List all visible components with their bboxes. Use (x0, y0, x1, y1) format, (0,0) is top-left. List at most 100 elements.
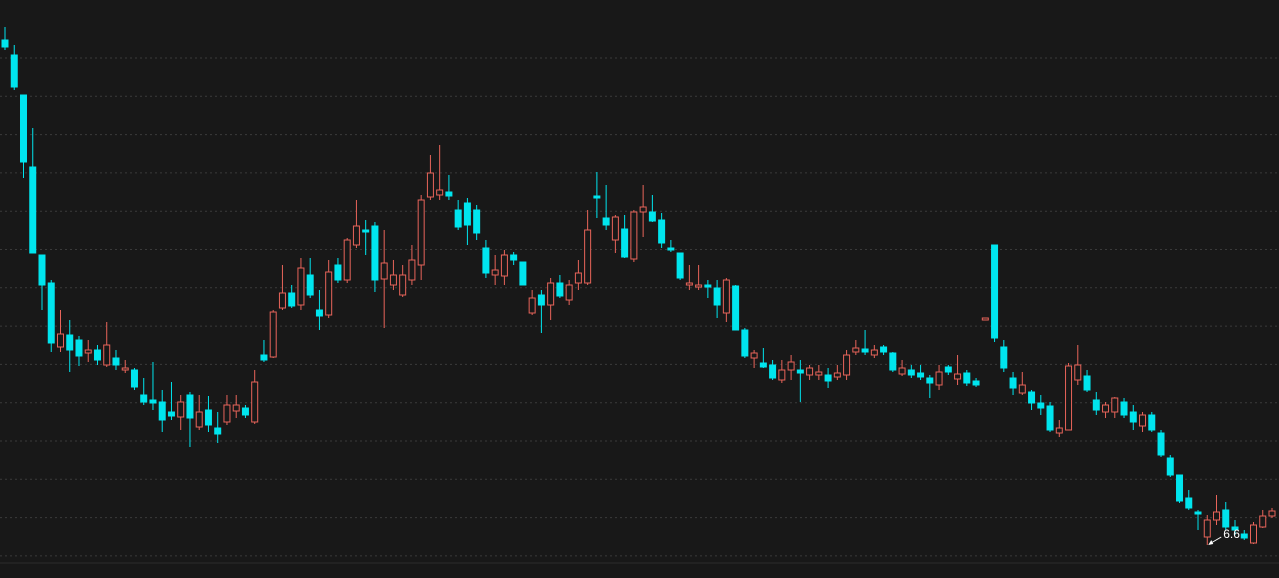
candle-body (75, 339, 83, 357)
candle-body (815, 371, 823, 376)
candle-body (1194, 511, 1202, 515)
candle-body (824, 374, 832, 382)
candle-body (297, 267, 305, 306)
candle-body (1203, 519, 1211, 538)
candle-body (56, 333, 64, 348)
arrow-head (1208, 540, 1214, 545)
candle-body (537, 294, 545, 306)
candle-body (574, 272, 582, 284)
candle-body (260, 354, 268, 361)
candle-body (611, 216, 619, 241)
candle-body (889, 352, 897, 371)
candle-body (926, 377, 934, 384)
candle-body (195, 411, 203, 428)
candle-body (584, 229, 592, 284)
candle-body (1018, 384, 1026, 394)
candle-body (186, 394, 194, 419)
candle-body (399, 274, 407, 296)
candle-body (112, 357, 120, 366)
candle-body (769, 364, 777, 379)
candle-body (963, 372, 971, 384)
candle-body (352, 225, 360, 246)
candle-body (1037, 402, 1045, 409)
candle-body (214, 427, 222, 435)
candle-body (325, 271, 333, 316)
annotation-label: 6.6 (1223, 527, 1240, 541)
candle-body (140, 394, 148, 403)
candle-body (204, 409, 212, 426)
candle-body (759, 362, 767, 368)
candle-body (1083, 375, 1091, 391)
candle-body (704, 284, 712, 288)
candle-body (482, 247, 490, 274)
candle-body (1000, 346, 1008, 369)
candle-body (1009, 377, 1017, 389)
candle-body (371, 225, 379, 281)
candle-body (565, 284, 573, 301)
candle-body (103, 344, 111, 366)
candle-body (1111, 397, 1119, 413)
candle-body (1222, 509, 1230, 528)
candle-body (852, 347, 860, 353)
candle-body (445, 191, 453, 197)
candle-body (806, 367, 814, 376)
candle-body (1129, 411, 1137, 423)
plot-area: 6.6 (1, 27, 1276, 545)
candle-body (389, 274, 397, 286)
candle-body (251, 381, 259, 423)
candle-body (556, 282, 564, 297)
candle-body (454, 209, 462, 228)
candle-body (722, 279, 730, 314)
candle-body (408, 259, 416, 281)
candle-body (972, 380, 980, 386)
candle-body (713, 287, 721, 306)
candle-body (667, 247, 675, 251)
candle-body (880, 346, 888, 353)
candle-body (1166, 457, 1174, 476)
candle-body (658, 219, 666, 244)
candle-body (630, 211, 638, 260)
candle-body (426, 172, 434, 198)
candle-body (732, 285, 740, 331)
candle-body (19, 94, 27, 163)
candle-body (1176, 474, 1184, 502)
candle-body (241, 407, 249, 416)
candle-body (787, 361, 795, 371)
candle-body (1102, 404, 1110, 413)
candle-body (796, 369, 804, 374)
candle-body (121, 367, 129, 371)
candle-body (1028, 391, 1036, 404)
candle-body (528, 297, 536, 314)
candle-body (639, 206, 647, 213)
candle-body (1157, 432, 1165, 456)
candle-body (917, 372, 925, 378)
candle-body (833, 372, 841, 378)
candle-body (288, 292, 296, 307)
candle-body (750, 352, 758, 359)
candle-body (593, 195, 601, 199)
candle-body (685, 282, 693, 286)
candle-body (741, 329, 749, 357)
candle-body (944, 366, 952, 373)
candle-body (223, 404, 231, 423)
candle-body (473, 209, 481, 234)
candle-body (1, 39, 9, 48)
candle-body (510, 254, 518, 261)
candle-body (232, 404, 240, 412)
candle-body (1046, 405, 1054, 431)
candle-body (84, 349, 92, 354)
candle-body (130, 369, 138, 388)
candle-body (778, 369, 786, 381)
candle-body (648, 211, 656, 222)
candle-body (602, 217, 610, 226)
candle-body (695, 284, 703, 288)
candle-body (29, 166, 37, 254)
candle-body (1139, 414, 1147, 427)
candle-body (935, 371, 943, 386)
candle-body (315, 309, 323, 317)
candle-body (149, 399, 157, 404)
candle-body (621, 228, 629, 258)
candle-body (1148, 414, 1156, 431)
candle-body (1065, 365, 1073, 431)
